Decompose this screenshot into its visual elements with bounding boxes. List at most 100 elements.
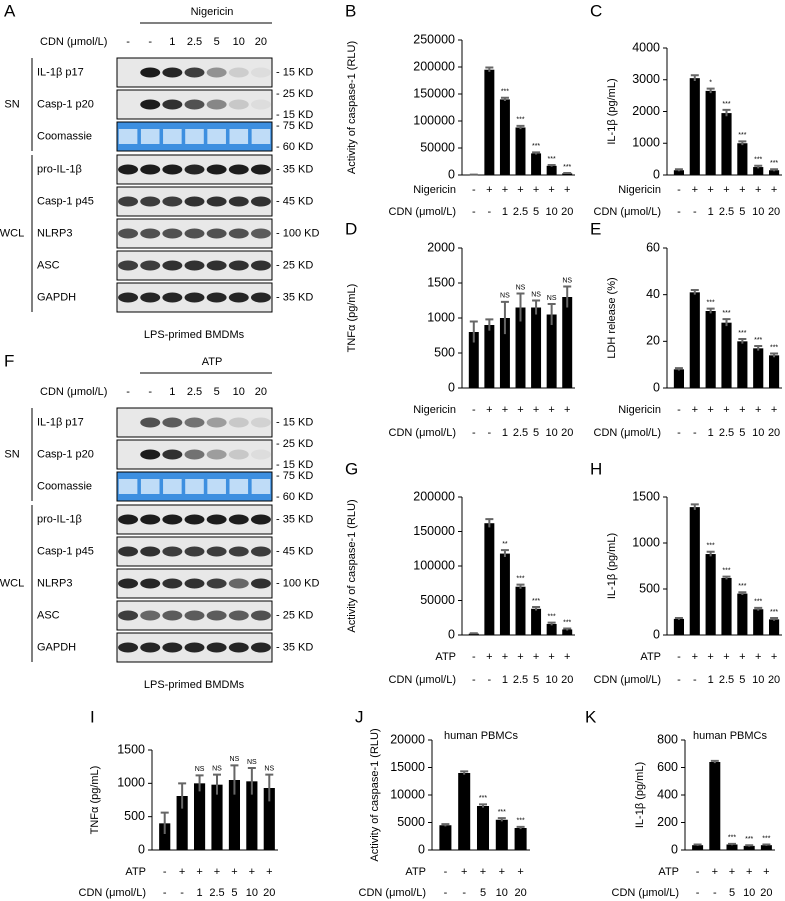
band (250, 67, 271, 78)
x-row-label: 5 (480, 887, 486, 899)
bar (721, 577, 732, 635)
band (206, 228, 227, 239)
band (250, 546, 271, 557)
bar (499, 318, 510, 388)
error-bar (754, 606, 763, 611)
band (228, 164, 249, 175)
error-bar (722, 575, 731, 580)
x-row-label: 2.5 (209, 887, 224, 899)
row-label: pro-IL-1β (37, 513, 82, 525)
significance: NS (212, 766, 222, 773)
band (162, 67, 183, 78)
x-row-label: 2.5 (719, 206, 734, 218)
y-tick-label: 4000 (632, 40, 660, 54)
significance: *** (762, 835, 770, 842)
x-row-label: + (502, 651, 508, 663)
error-bar (690, 74, 699, 82)
band (118, 196, 139, 207)
y-tick-label: 0 (448, 167, 455, 181)
band (162, 449, 183, 460)
bar (726, 844, 738, 850)
significance: NS (562, 277, 572, 284)
row-label: NLRP3 (37, 577, 72, 589)
error-bar (690, 289, 699, 295)
row-label: NLRP3 (37, 227, 72, 239)
x-row-label: - (693, 427, 697, 439)
bar (689, 292, 700, 388)
x-row-label: 10 (546, 674, 558, 686)
bar (531, 608, 542, 635)
bar (476, 806, 490, 850)
y-tick-label: 2000 (632, 104, 660, 118)
band (228, 514, 249, 525)
panel-letter: H (590, 459, 602, 478)
error-bar (722, 318, 731, 327)
cdn-label: CDN (μmol/L) (40, 386, 107, 398)
band (184, 642, 205, 653)
band (250, 514, 271, 525)
error-bar (195, 774, 204, 792)
x-row-label: 20 (768, 674, 780, 686)
x-row-label: + (548, 651, 554, 663)
lane-label: - (126, 386, 130, 398)
error-bar (745, 844, 754, 847)
band (228, 449, 249, 460)
error-bar (674, 616, 683, 620)
error-bar (738, 140, 747, 146)
panel-letter: F (4, 351, 14, 370)
row-label: GAPDH (37, 291, 76, 303)
band (228, 642, 249, 653)
panel-letter: B (345, 1, 356, 20)
panel-letter: E (590, 219, 601, 238)
bar (705, 554, 716, 635)
band (162, 578, 183, 589)
x-row-name: CDN (μmol/L) (594, 206, 661, 218)
significance: *** (722, 310, 730, 317)
x-row-label: 5 (739, 427, 745, 439)
mw-marker: - 25 KD (276, 88, 313, 100)
y-tick-label: 3000 (632, 72, 660, 86)
significance: *** (754, 599, 762, 606)
panel-letter: D (345, 219, 357, 238)
x-row-label: - (713, 887, 717, 899)
lane-label: 1 (169, 36, 175, 48)
error-bar (547, 303, 556, 325)
band (185, 479, 204, 494)
y-tick-label: 150000 (413, 524, 455, 538)
x-row-label: 2.5 (513, 427, 528, 439)
x-row-name: CDN (μmol/L) (389, 206, 456, 218)
x-row-label: + (461, 866, 467, 878)
error-bar (762, 843, 771, 846)
band (206, 99, 227, 110)
band (140, 99, 161, 110)
significance: NS (500, 293, 510, 300)
y-tick-label: 1000 (632, 136, 660, 150)
x-row-label: - (472, 427, 476, 439)
bar (737, 143, 748, 175)
bar (263, 788, 275, 850)
significance: NS (531, 291, 541, 298)
band (250, 578, 271, 589)
error-bar (547, 621, 556, 626)
x-row-label: - (693, 206, 697, 218)
x-row-name: Nigericin (618, 404, 661, 416)
band (162, 514, 183, 525)
band (140, 642, 161, 653)
y-axis-label: Activity of caspase-1 (RLU) (369, 728, 381, 861)
mw-marker: - 15 KD (276, 109, 313, 121)
error-bar (516, 583, 525, 589)
mw-marker: - 25 KD (276, 259, 313, 271)
band (118, 228, 139, 239)
mw-marker: - 35 KD (276, 641, 313, 653)
x-row-name: ATP (435, 651, 456, 663)
x-row-label: - (163, 866, 167, 878)
band (250, 292, 271, 303)
row-label: IL-1β p17 (37, 416, 84, 428)
lane-label: - (148, 36, 152, 48)
significance: *** (738, 330, 746, 337)
x-row-name: ATP (658, 866, 679, 878)
x-row-label: + (739, 404, 745, 416)
y-tick-label: 500 (124, 809, 145, 823)
significance: *** (728, 835, 736, 842)
row-label: Casp-1 p45 (37, 195, 94, 207)
